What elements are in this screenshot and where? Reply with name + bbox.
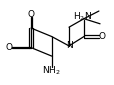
Text: O: O [27,10,34,19]
Text: NH$_2$: NH$_2$ [42,64,61,77]
Text: H$_2$N: H$_2$N [73,11,91,23]
Text: N: N [65,41,72,50]
Text: O: O [5,43,12,52]
Text: O: O [97,32,104,41]
